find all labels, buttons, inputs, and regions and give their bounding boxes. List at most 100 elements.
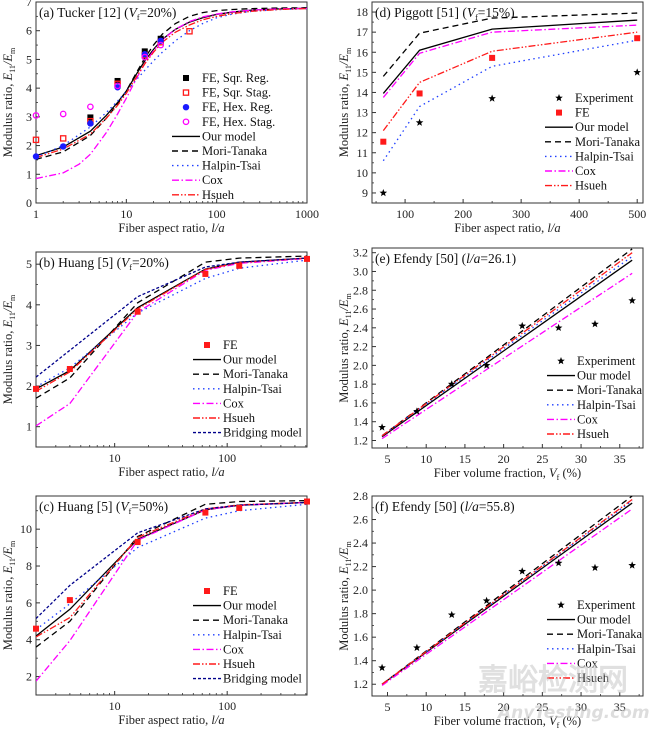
- x-tick-label: 5: [384, 452, 390, 466]
- data-point: [32, 112, 40, 119]
- series-experiment: [378, 559, 636, 671]
- legend-label: Halpin-Tsai: [577, 642, 636, 656]
- data-point: [114, 82, 121, 90]
- plot-area: [36, 255, 307, 427]
- x-tick-label: 25: [536, 452, 548, 466]
- y-tick-label: 3.2: [353, 246, 368, 260]
- series-fe-sqr-reg-: [87, 35, 164, 121]
- legend-label: Hsueh: [577, 427, 610, 441]
- legend-label: Hsueh: [577, 671, 610, 685]
- data-point: [482, 361, 491, 369]
- legend-item: Mori-Tanaka: [193, 613, 289, 627]
- legend-label: Cox: [575, 164, 597, 178]
- legend-item: Halpin-Tsai: [193, 628, 282, 642]
- legend-item: FE, Hex. Reg.: [182, 100, 273, 114]
- legend-item: Hsueh: [193, 411, 256, 425]
- y-tick-label: 1.8: [353, 377, 368, 391]
- series-line-halpin-tsai: [381, 500, 633, 685]
- series-line-bridging-model: [36, 501, 307, 619]
- legend-label: Experiment: [575, 91, 634, 105]
- y-tick-label: 5: [26, 257, 32, 271]
- plot-area: [381, 496, 633, 686]
- y-tick-label: 9: [362, 186, 368, 200]
- legend-label: Experiment: [577, 354, 636, 368]
- data-point: [378, 663, 386, 671]
- series-line-hsueh: [36, 7, 307, 159]
- legend-label: Mori-Tanaka: [577, 383, 643, 397]
- x-tick-label: 20: [498, 452, 510, 466]
- legend-label: Mori-Tanaka: [223, 367, 289, 381]
- x-tick-label: 5: [384, 700, 390, 714]
- data-point: [591, 563, 599, 571]
- y-tick-label: 0: [26, 196, 32, 210]
- y-tick-label: 2.2: [353, 560, 368, 574]
- x-tick-label: 100: [208, 207, 226, 221]
- y-tick-label: 2: [26, 139, 32, 153]
- y-tick-label: 2.8: [353, 489, 368, 503]
- panel-f: 5 10 15 20 25 30 35 1.2 1.4 1.6 1.8 2.0 2.2 2.4 2.6 2.8…: [337, 489, 644, 730]
- series-line-our-model: [382, 19, 638, 94]
- legend-item: FE, Hex. Stag.: [182, 115, 275, 129]
- data-point: [634, 35, 641, 42]
- series-line-cox: [382, 24, 638, 98]
- y-tick-label: 2: [26, 379, 32, 393]
- y-axis-label: Modulus ratio, E11/Em: [337, 47, 353, 157]
- legend-marker: [555, 94, 563, 102]
- series-line-hsueh: [382, 31, 638, 132]
- y-tick-label: 6: [26, 24, 32, 38]
- series-fe-hex-reg-: [32, 37, 164, 160]
- data-point: [186, 28, 193, 35]
- data-point: [59, 143, 67, 150]
- data-point: [628, 561, 636, 569]
- legend-label: Mori-Tanaka: [202, 144, 268, 158]
- data-point: [415, 118, 424, 126]
- series-line-hsueh: [36, 257, 307, 392]
- x-tick-label: 400: [570, 207, 588, 221]
- y-tick-label: 2.4: [353, 536, 368, 550]
- x-tick-label: 500: [628, 207, 646, 221]
- series-line-our-model: [36, 257, 307, 390]
- legend-label: Cox: [223, 642, 245, 656]
- data-point: [633, 68, 641, 76]
- data-point: [32, 153, 40, 160]
- panel-b: 10 100 1 2 3 4 5 Fiber aspect ratio, l/a Modulus…: [1, 251, 310, 479]
- panel-title: (a) Tucker [12] (Vf=20%): [39, 5, 176, 22]
- legend-label: FE: [223, 584, 238, 598]
- legend-marker: [182, 104, 190, 111]
- legend-label: Halpin-Tsai: [223, 628, 282, 642]
- legend-item: Our model: [547, 369, 631, 383]
- data-point: [379, 188, 388, 197]
- y-tick-label: 18: [356, 5, 368, 19]
- data-point: [447, 610, 456, 619]
- x-tick-label: 30: [575, 452, 587, 466]
- x-tick-label: 1000: [295, 207, 319, 221]
- data-point: [518, 567, 527, 575]
- legend-marker: [182, 89, 190, 96]
- legend-label: Our model: [577, 613, 631, 627]
- y-tick-label: 1.6: [353, 396, 368, 410]
- data-point: [378, 423, 386, 431]
- data-point: [59, 135, 67, 142]
- data-point: [489, 54, 496, 61]
- plot-frame: [35, 251, 308, 448]
- x-tick-label: 30: [575, 700, 587, 714]
- x-tick-label: 10: [420, 700, 432, 714]
- data-point: [304, 255, 310, 262]
- x-tick-label: 100: [396, 207, 414, 221]
- x-axis-label: Fiber volume fraction, Vf (%): [434, 714, 581, 730]
- x-tick-label: 35: [614, 700, 626, 714]
- y-tick-label: 12: [356, 126, 368, 140]
- legend-label: FE, Sqr. Stag.: [202, 86, 271, 100]
- data-point: [304, 498, 310, 505]
- legend-item: Bridging model: [193, 426, 302, 440]
- y-tick-label: 1.2: [353, 433, 368, 447]
- y-tick-label: 2.6: [353, 513, 368, 527]
- y-tick-label: 1: [26, 420, 32, 434]
- legend-label: FE: [223, 338, 238, 352]
- legend-marker: [557, 601, 565, 609]
- legend-item: Cox: [193, 396, 245, 410]
- legend-label: FE, Hex. Reg.: [202, 100, 273, 114]
- panel-title: (f) Efendy [50] (l/a=55.8): [375, 499, 515, 514]
- y-tick-label: 11: [356, 146, 368, 160]
